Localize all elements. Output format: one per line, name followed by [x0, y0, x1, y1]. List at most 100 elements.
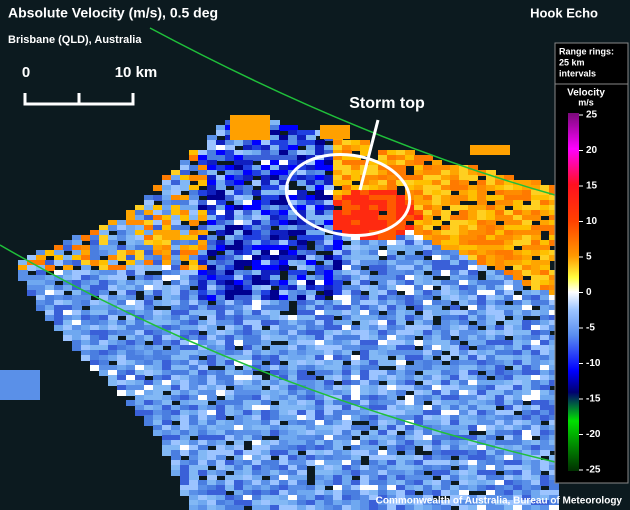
- echo-cell: [333, 160, 343, 166]
- echo-cell: [117, 295, 127, 301]
- echo-cell: [189, 390, 199, 396]
- echo-cell: [243, 305, 253, 311]
- echo-cell: [288, 410, 298, 416]
- echo-cell: [306, 415, 316, 421]
- echo-cell: [522, 210, 532, 216]
- echo-cell: [414, 500, 424, 506]
- echo-cell: [531, 185, 541, 191]
- echo-cell: [504, 290, 514, 296]
- echo-cell: [495, 200, 505, 206]
- echo-cell: [387, 165, 397, 171]
- echo-cell: [414, 155, 424, 161]
- echo-cell: [54, 310, 64, 316]
- echo-cell: [126, 220, 136, 226]
- echo-cell: [333, 470, 343, 476]
- echo-cell: [27, 285, 37, 291]
- echo-cell: [378, 225, 388, 231]
- echo-cell: [432, 310, 442, 316]
- echo-cell: [270, 170, 280, 176]
- echo-cell: [342, 485, 352, 491]
- echo-cell: [540, 430, 550, 436]
- echo-cell: [234, 160, 244, 166]
- echo-cell: [126, 330, 136, 336]
- echo-cell: [414, 375, 424, 381]
- echo-cell: [297, 415, 307, 421]
- echo-cell: [378, 400, 388, 406]
- echo-cell: [270, 145, 280, 151]
- echo-cell: [198, 385, 208, 391]
- echo-cell: [495, 370, 505, 376]
- echo-cell: [369, 440, 379, 446]
- echo-cell: [252, 140, 262, 146]
- echo-cell: [459, 245, 469, 251]
- echo-cell: [162, 420, 172, 426]
- echo-cell: [351, 295, 361, 301]
- echo-cell: [369, 255, 379, 261]
- echo-cell: [108, 380, 118, 386]
- echo-cell: [459, 270, 469, 276]
- echo-cell: [387, 460, 397, 466]
- echo-cell: [288, 435, 298, 441]
- echo-cell: [513, 455, 523, 461]
- echo-cell: [306, 425, 316, 431]
- echo-cell: [513, 395, 523, 401]
- echo-cell: [252, 505, 262, 510]
- echo-cell: [549, 390, 559, 396]
- echo-cell: [396, 360, 406, 366]
- echo-cell: [459, 360, 469, 366]
- echo-cell: [315, 355, 325, 361]
- echo-cell: [495, 465, 505, 471]
- echo-cell: [279, 175, 289, 181]
- echo-cell: [396, 350, 406, 356]
- echo-cell: [81, 290, 91, 296]
- echo-cell: [396, 180, 406, 186]
- echo-cell: [531, 470, 541, 476]
- echo-cell: [171, 285, 181, 291]
- echo-cell: [225, 220, 235, 226]
- echo-cell: [198, 460, 208, 466]
- echo-cell: [414, 160, 424, 166]
- echo-cell: [504, 230, 514, 236]
- echo-cell: [495, 225, 505, 231]
- echo-cell: [180, 200, 190, 206]
- echo-cell: [432, 200, 442, 206]
- echo-cell: [369, 495, 379, 501]
- echo-cell: [531, 235, 541, 241]
- echo-cell: [423, 175, 433, 181]
- echo-cell: [450, 430, 460, 436]
- echo-cell: [225, 255, 235, 261]
- echo-cell: [477, 405, 487, 411]
- echo-cell: [549, 405, 559, 411]
- echo-cell: [216, 455, 226, 461]
- echo-cell: [405, 150, 415, 156]
- echo-cell: [441, 300, 451, 306]
- echo-cell: [171, 180, 181, 186]
- echo-cell: [351, 395, 361, 401]
- echo-cell: [270, 220, 280, 226]
- echo-cell: [198, 180, 208, 186]
- echo-cell: [441, 320, 451, 326]
- echo-cell: [117, 230, 127, 236]
- echo-cell: [324, 390, 334, 396]
- echo-cell: [423, 480, 433, 486]
- echo-cell: [387, 445, 397, 451]
- echo-cell: [162, 245, 172, 251]
- echo-cell: [549, 435, 559, 441]
- echo-cell: [549, 305, 559, 311]
- echo-cell: [405, 285, 415, 291]
- echo-cell: [522, 255, 532, 261]
- echo-cell: [162, 175, 172, 181]
- echo-cell: [369, 300, 379, 306]
- echo-cell: [270, 425, 280, 431]
- echo-cell: [81, 275, 91, 281]
- echo-cell: [342, 455, 352, 461]
- echo-cell: [81, 265, 91, 271]
- echo-cell: [450, 420, 460, 426]
- echo-cell: [252, 395, 262, 401]
- echo-cell: [459, 445, 469, 451]
- echo-cell: [486, 485, 496, 491]
- echo-cell: [297, 270, 307, 276]
- echo-cell: [513, 220, 523, 226]
- echo-cell: [333, 430, 343, 436]
- echo-cell: [405, 365, 415, 371]
